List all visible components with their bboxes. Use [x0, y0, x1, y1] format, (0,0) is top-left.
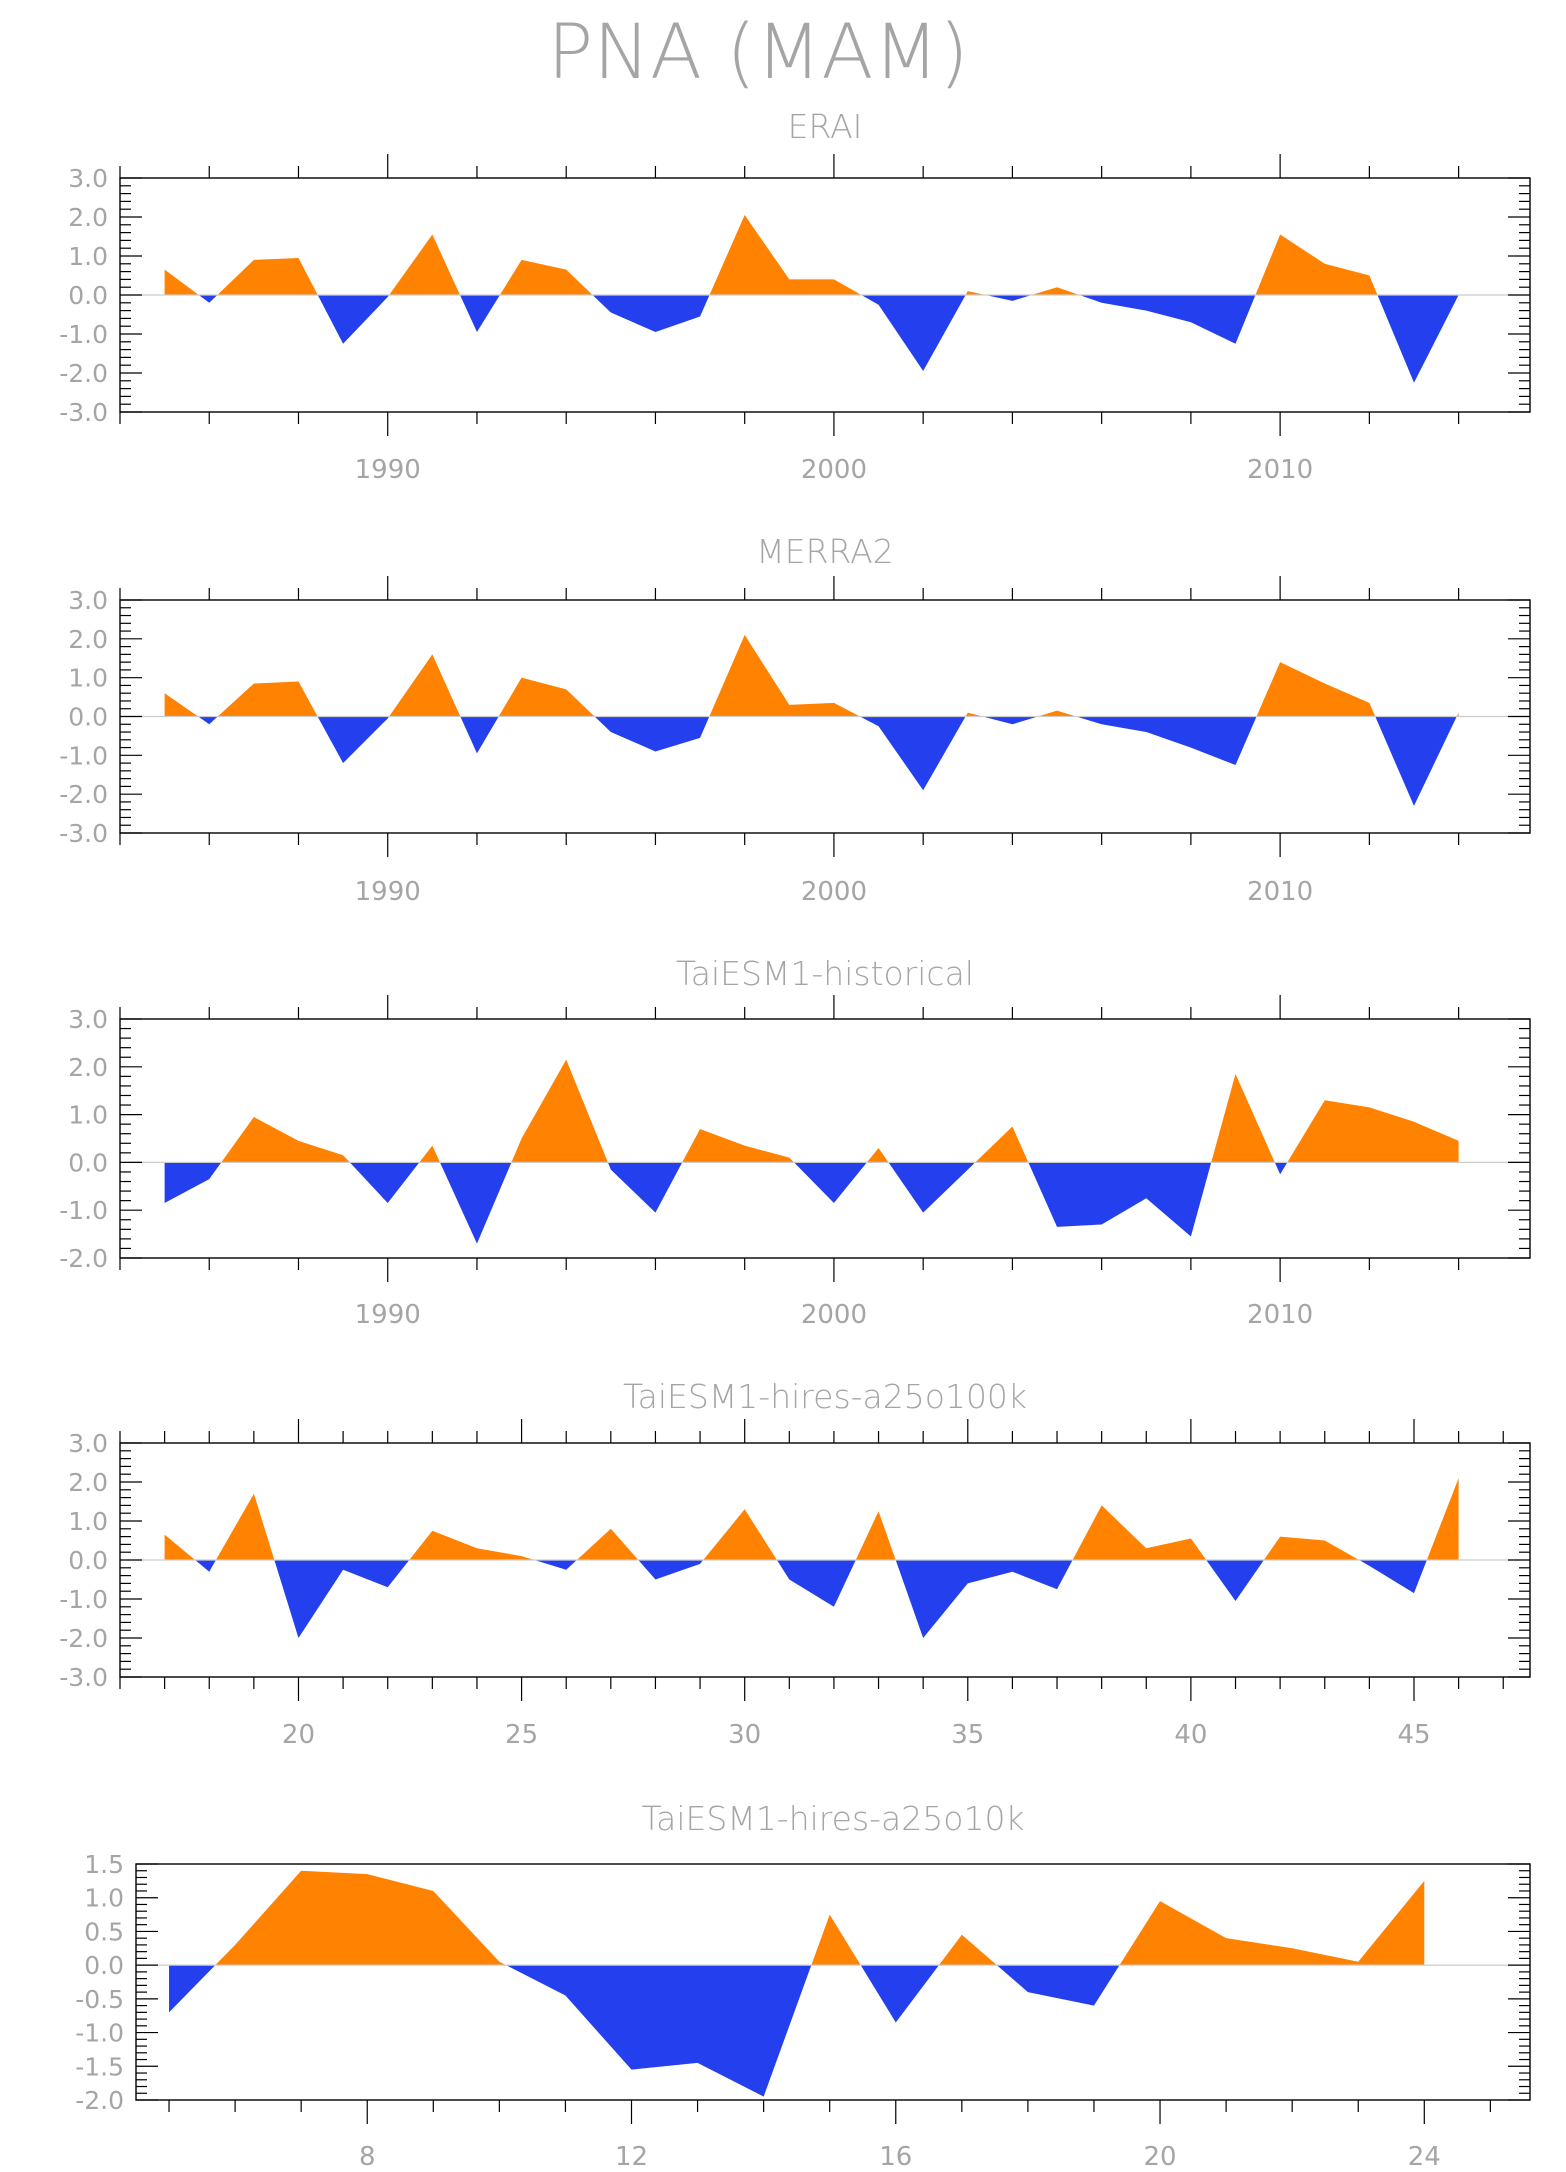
- panel-4: TaiESM1-hires-a25o100k 3.0 2.0 1.0 0.0 -1.0 -2…: [59, 1377, 1531, 1750]
- x-tick-label: 25: [505, 1720, 538, 1750]
- y-tick-label: 3.0: [68, 1429, 108, 1458]
- panel-3: TaiESM1-historical 3.0 2.0 1.0 0.0 -1.0 -2.0 19…: [59, 954, 1531, 1330]
- x-tick-label: 20: [282, 1720, 315, 1750]
- y-tick-label: 3.0: [68, 1005, 108, 1034]
- y-tick-label: -2.0: [75, 2086, 124, 2115]
- y-ticks: [120, 177, 1530, 413]
- y-tick-label: 1.0: [68, 1101, 108, 1130]
- x-tick-label: 2010: [1247, 455, 1313, 485]
- x-ticks: [119, 995, 1460, 1282]
- x-tick-label: 30: [728, 1720, 761, 1750]
- y-ticks: [120, 1018, 1530, 1259]
- y-tick-label: 2.0: [68, 203, 108, 232]
- y-ticks: [120, 599, 1530, 834]
- x-tick-label: 24: [1408, 2142, 1441, 2172]
- y-tick-label: -2.0: [59, 780, 108, 809]
- y-tick-label: 3.0: [68, 586, 108, 615]
- y-tick-label: -3.0: [59, 1663, 108, 1692]
- y-tick-label: 1.5: [84, 1850, 124, 1879]
- x-tick-label: 1990: [355, 1300, 421, 1330]
- y-tick-label: 0.5: [84, 1917, 124, 1946]
- y-tick-label: 2.0: [68, 1468, 108, 1497]
- panel-title: TaiESM1-historical: [676, 954, 974, 993]
- x-tick-label: 2000: [801, 1300, 867, 1330]
- figure-title: PNA (MAM): [547, 7, 968, 96]
- x-tick-label: 40: [1174, 1720, 1207, 1750]
- y-tick-label: -1.0: [59, 320, 108, 349]
- panel-2: MERRA2 3.0 2.0 1.0 0.0 -1.0 -2.0 -3.0 1990 2000 20…: [59, 532, 1531, 907]
- panels-group: ERAI 3.0 2.0 1.0 0.0 -1.0 -2.0 -3.0 1990 2000 2010…: [59, 107, 1531, 2172]
- y-tick-label: 0.0: [68, 1546, 108, 1575]
- y-tick-label: -2.0: [59, 1244, 108, 1273]
- y-tick-label: -3.0: [59, 398, 108, 427]
- x-tick-label: 2010: [1247, 877, 1313, 907]
- positive-area: [221, 1059, 1459, 1163]
- x-tick-label: 2010: [1247, 1300, 1313, 1330]
- panel-title: TaiESM1-hires-a25o10k: [641, 1799, 1024, 1838]
- y-tick-label: 1.0: [84, 1884, 124, 1913]
- negative-area: [195, 1560, 1427, 1638]
- positive-area: [215, 1870, 1425, 1966]
- y-tick-label: 1.0: [68, 664, 108, 693]
- x-ticks: [168, 2100, 1491, 2124]
- x-tick-label: 1990: [355, 877, 421, 907]
- panel-5: TaiESM1-hires-a25o10k 1.5 1.0 0.5 0.0 -0.5 -1.…: [75, 1799, 1531, 2172]
- x-tick-label: 2000: [801, 455, 867, 485]
- plot-frame: [119, 1018, 1531, 1259]
- y-tick-label: -1.0: [75, 2019, 124, 2048]
- x-tick-label: 12: [615, 2142, 648, 2172]
- negative-area: [198, 716, 1457, 806]
- y-tick-label: 2.0: [68, 1053, 108, 1082]
- y-tick-label: -3.0: [59, 819, 108, 848]
- x-tick-label: 16: [879, 2142, 912, 2172]
- positive-area: [164, 215, 1378, 295]
- y-tick-label: -0.5: [75, 1985, 124, 2014]
- panel-title: MERRA2: [756, 532, 893, 571]
- panel-title: TaiESM1-hires-a25o100k: [623, 1377, 1027, 1416]
- y-tick-label: 0.0: [84, 1951, 124, 1980]
- y-tick-label: -1.0: [59, 741, 108, 770]
- y-tick-label: -1.0: [59, 1196, 108, 1225]
- x-tick-label: 8: [359, 2142, 376, 2172]
- negative-area: [198, 295, 1459, 383]
- y-tick-label: 0.0: [68, 1148, 108, 1177]
- y-tick-label: -2.0: [59, 359, 108, 388]
- negative-area: [169, 1965, 1120, 2097]
- y-tick-label: 3.0: [68, 164, 108, 193]
- y-tick-label: 1.0: [68, 242, 108, 271]
- y-tick-label: -1.0: [59, 1585, 108, 1614]
- x-tick-label: 45: [1397, 1720, 1430, 1750]
- panel-1: ERAI 3.0 2.0 1.0 0.0 -1.0 -2.0 -3.0 1990 2000 2010: [59, 107, 1531, 485]
- x-tick-label: 20: [1143, 2142, 1176, 2172]
- x-ticks: [119, 154, 1460, 436]
- x-ticks: [119, 1419, 1504, 1701]
- y-tick-label: 2.0: [68, 625, 108, 654]
- x-tick-label: 35: [951, 1720, 984, 1750]
- y-ticks: [136, 1863, 1530, 2101]
- y-tick-label: -2.0: [59, 1624, 108, 1653]
- x-tick-label: 1990: [355, 455, 421, 485]
- positive-area: [164, 1478, 1459, 1560]
- y-tick-label: 0.0: [68, 281, 108, 310]
- plot-frame: [135, 1863, 1531, 2101]
- y-tick-label: 0.0: [68, 703, 108, 732]
- x-tick-label: 2000: [801, 877, 867, 907]
- y-tick-label: 1.0: [68, 1507, 108, 1536]
- positive-area: [164, 634, 1459, 717]
- negative-area: [164, 1162, 1288, 1244]
- x-ticks: [119, 576, 1460, 857]
- panel-title: ERAI: [788, 107, 863, 146]
- y-tick-label: -1.5: [75, 2052, 124, 2081]
- y-ticks: [120, 1442, 1530, 1678]
